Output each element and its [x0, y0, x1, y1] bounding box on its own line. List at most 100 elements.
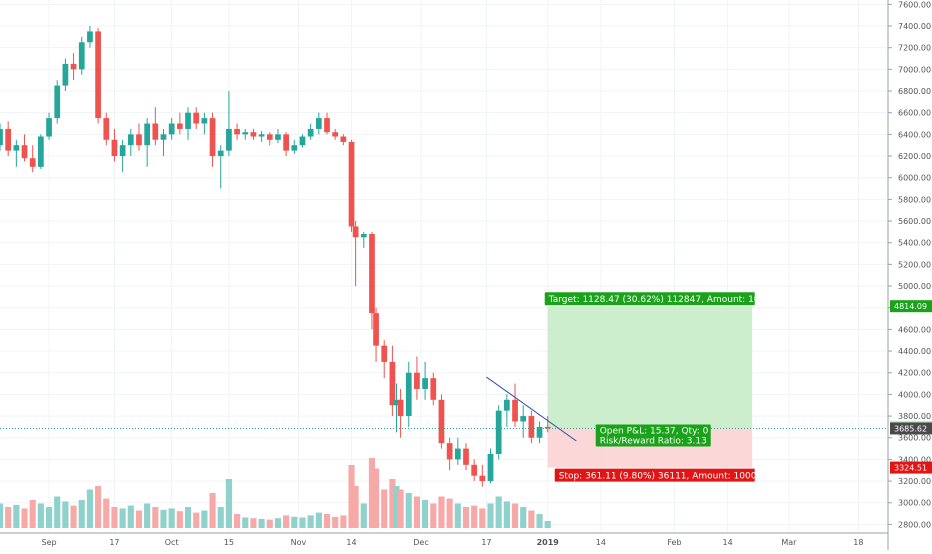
volume-bar	[274, 518, 282, 528]
volume-bar	[381, 489, 388, 528]
volume-bar	[352, 486, 359, 528]
volume-bar	[495, 496, 502, 528]
volume-bar	[393, 486, 400, 528]
x-tick-label: 14	[346, 538, 356, 547]
price-axis-label-bg	[890, 422, 932, 435]
pnl-label-bg	[595, 424, 711, 447]
candle-body	[291, 145, 298, 151]
candle-body	[119, 145, 126, 157]
volume-bar	[37, 503, 44, 528]
candle-body	[536, 426, 543, 438]
volume-bar	[462, 507, 470, 528]
x-tick-label: Sep	[42, 538, 57, 547]
candle-body	[144, 123, 151, 146]
y-tick-label: 4400.00	[898, 347, 931, 356]
volume-bar	[70, 505, 77, 528]
volume-bar	[234, 514, 241, 528]
volume-bar	[454, 503, 461, 528]
candle-body	[209, 118, 216, 157]
candle-body	[13, 145, 20, 151]
volume-bar	[307, 515, 314, 528]
volume-bar	[250, 518, 257, 528]
candle-body	[46, 118, 52, 137]
volume-bar	[340, 515, 347, 528]
candle-body	[176, 123, 183, 129]
volume-bar	[242, 517, 249, 528]
volume-bar	[160, 509, 167, 528]
candle-body	[299, 136, 306, 146]
volume-bar	[209, 493, 216, 528]
line-layer	[0, 376, 887, 442]
price-axis-label: 3685.62	[890, 422, 932, 435]
candle-body	[520, 416, 527, 422]
candle-body	[226, 128, 232, 151]
volume-bar	[266, 519, 273, 528]
volume-bar	[511, 503, 519, 528]
volume-bar	[127, 505, 134, 528]
candle-body	[168, 123, 175, 135]
candle-body	[348, 141, 355, 227]
price-axis-label-text: 4814.09	[894, 302, 927, 311]
candle-body	[160, 134, 167, 140]
y-tick-label: 7600.00	[898, 0, 931, 9]
volume-bar	[446, 498, 453, 528]
x-tick-label: 15	[224, 538, 234, 547]
target-label-text: Target: 1128.47 (30.62%) 112847, Amount:…	[548, 295, 772, 305]
candle-body	[127, 134, 134, 146]
y-tick-label: 7200.00	[898, 44, 931, 53]
y-tick-label: 5400.00	[898, 239, 931, 248]
volume-bar	[144, 503, 151, 528]
volume-bar	[13, 504, 20, 528]
target-label: Target: 1128.47 (30.62%) 112847, Amount:…	[544, 292, 772, 306]
candle-body	[0, 128, 3, 146]
candle-body	[422, 378, 428, 389]
pnl-label-text: Open P&L: 15.37, Qty: 0	[600, 426, 709, 436]
candle-body	[454, 448, 461, 460]
y-tick-label: 6200.00	[898, 152, 931, 161]
y-tick-label: 5200.00	[898, 260, 931, 269]
candle-body	[315, 118, 322, 129]
candle-body	[332, 132, 339, 137]
candle-body	[544, 426, 551, 429]
candle-body	[111, 139, 118, 157]
volume-bar	[168, 508, 175, 528]
volume-bar	[119, 508, 126, 528]
price-axis-label: 4814.09	[890, 300, 932, 313]
x-tick-label: 14	[722, 538, 732, 547]
x-tick-label: 17	[109, 538, 119, 547]
price-axis-label: 3324.51	[890, 461, 932, 474]
y-tick-label: 2800.00	[898, 520, 931, 529]
y-tick-label: 6400.00	[898, 130, 931, 139]
volume-bar	[405, 493, 412, 528]
volume-bar	[323, 514, 331, 528]
grid-layer	[0, 0, 887, 532]
volume-bar	[62, 501, 69, 528]
volume-bar	[176, 511, 183, 528]
volume-bar	[86, 489, 93, 528]
volume-bar	[430, 503, 437, 528]
volume-bar	[348, 465, 355, 528]
volume-bar	[372, 468, 380, 528]
candle-body	[234, 128, 240, 135]
x-tick-label: 17	[481, 538, 491, 547]
x-tick-label: 18	[853, 538, 863, 547]
volume-bar	[283, 515, 290, 528]
candle-body	[414, 372, 420, 389]
candle-body	[29, 158, 36, 167]
volume-bar	[45, 507, 53, 528]
candle-body	[393, 399, 400, 406]
volume-bar	[471, 505, 478, 528]
x-tick-label: 14	[596, 538, 606, 547]
candle-body	[528, 416, 535, 438]
volume-bar	[78, 500, 85, 528]
candle-body	[217, 150, 224, 157]
rr-label-text: Risk/Reward Ratio: 3.13	[600, 436, 707, 446]
price-axis-label-text: 3324.51	[894, 464, 927, 473]
volume-bar	[397, 489, 404, 528]
profit-zone	[547, 306, 753, 429]
volume-bar	[29, 500, 36, 528]
target-label-bg	[544, 292, 755, 306]
